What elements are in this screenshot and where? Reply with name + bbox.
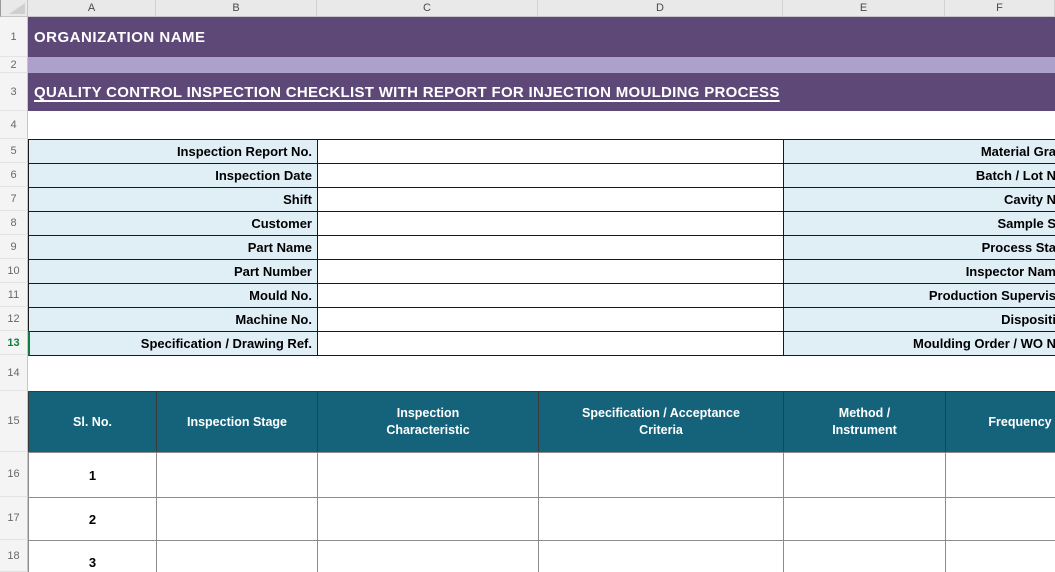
row-header-17[interactable]: 17	[0, 497, 28, 540]
row-header-11[interactable]: 11	[0, 283, 28, 307]
row-header-4[interactable]: 4	[0, 111, 28, 139]
row-header-2[interactable]: 2	[0, 57, 28, 73]
table-cell-empty[interactable]	[538, 497, 784, 541]
table-cell-empty[interactable]	[945, 452, 1055, 498]
table-header-method-instrument[interactable]: Method / Instrument	[783, 391, 946, 453]
row-header-9[interactable]: 9	[0, 235, 28, 259]
column-header-e[interactable]: E	[783, 0, 945, 17]
row-header-18[interactable]: 18	[0, 540, 28, 572]
banner-spacer-row[interactable]	[28, 57, 1055, 73]
form-label-moulding-order-wo-no[interactable]: Moulding Order / WO N	[783, 331, 1055, 356]
table-cell-empty[interactable]	[156, 540, 318, 572]
form-label-machine-no[interactable]: Machine No.	[28, 307, 318, 332]
form-value-machine-no[interactable]	[317, 307, 784, 332]
table-header-inspection-stage[interactable]: Inspection Stage	[156, 391, 318, 453]
report-title-cell[interactable]: QUALITY CONTROL INSPECTION CHECKLIST WIT…	[28, 73, 1055, 111]
table-cell-empty[interactable]	[156, 452, 318, 498]
form-label-part-number[interactable]: Part Number	[28, 259, 318, 284]
table-cell-empty[interactable]	[317, 452, 539, 498]
column-header-a[interactable]: A	[28, 0, 156, 17]
table-cell-sl-no-2[interactable]: 2	[28, 497, 157, 541]
form-label-process-stage[interactable]: Process Sta	[783, 235, 1055, 260]
row-header-5[interactable]: 5	[0, 139, 28, 163]
table-cell-empty[interactable]	[945, 497, 1055, 541]
form-label-customer[interactable]: Customer	[28, 211, 318, 236]
table-cell-empty[interactable]	[783, 452, 946, 498]
table-cell-empty[interactable]	[156, 497, 318, 541]
row-header-15[interactable]: 15	[0, 391, 28, 452]
row-header-14[interactable]: 14	[0, 355, 28, 391]
form-value-part-name[interactable]	[317, 235, 784, 260]
form-value-shift[interactable]	[317, 187, 784, 212]
table-cell-empty[interactable]	[945, 540, 1055, 572]
table-header-sl-no[interactable]: Sl. No.	[28, 391, 157, 453]
form-label-part-name[interactable]: Part Name	[28, 235, 318, 260]
table-header-inspection-characteristic[interactable]: Inspection Characteristic	[317, 391, 539, 453]
row-header-13-active[interactable]: 13	[0, 331, 28, 355]
form-label-inspection-date[interactable]: Inspection Date	[28, 163, 318, 188]
row-header-16[interactable]: 16	[0, 452, 28, 497]
table-header-specification-acceptance-criteria[interactable]: Specification / Acceptance Criteria	[538, 391, 784, 453]
table-cell-empty[interactable]	[317, 497, 539, 541]
row-header-3[interactable]: 3	[0, 73, 28, 111]
column-header-b[interactable]: B	[156, 0, 317, 17]
row-header-1[interactable]: 1	[0, 17, 28, 57]
report-title: QUALITY CONTROL INSPECTION CHECKLIST WIT…	[34, 83, 780, 101]
select-all-triangle-icon	[9, 3, 25, 14]
row-header-7[interactable]: 7	[0, 187, 28, 211]
table-cell-empty[interactable]	[783, 540, 946, 572]
table-cell-empty[interactable]	[783, 497, 946, 541]
table-cell-empty[interactable]	[538, 540, 784, 572]
form-label-mould-no[interactable]: Mould No.	[28, 283, 318, 308]
row-header-8[interactable]: 8	[0, 211, 28, 235]
form-value-part-number[interactable]	[317, 259, 784, 284]
form-label-specification-drawing-ref-selected-cell[interactable]: Specification / Drawing Ref.	[28, 331, 318, 356]
form-label-production-supervisor[interactable]: Production Supervis	[783, 283, 1055, 308]
column-header-d[interactable]: D	[538, 0, 783, 17]
table-header-frequency[interactable]: Frequency	[945, 391, 1055, 453]
form-label-cavity-no[interactable]: Cavity N	[783, 187, 1055, 212]
table-cell-empty[interactable]	[538, 452, 784, 498]
form-value-inspection-report-no[interactable]	[317, 139, 784, 164]
form-label-inspector-name[interactable]: Inspector Nam	[783, 259, 1055, 284]
table-cell-sl-no-1[interactable]: 1	[28, 452, 157, 498]
form-value-mould-no[interactable]	[317, 283, 784, 308]
column-header-c[interactable]: C	[317, 0, 538, 17]
table-cell-empty[interactable]	[317, 540, 539, 572]
organization-name-cell[interactable]: ORGANIZATION NAME	[28, 17, 1055, 57]
form-label-disposition[interactable]: Dispositi	[783, 307, 1055, 332]
table-cell-sl-no-3[interactable]: 3	[28, 540, 157, 572]
row-header-10[interactable]: 10	[0, 259, 28, 283]
select-all-corner[interactable]	[0, 0, 28, 17]
form-label-sample-size[interactable]: Sample S	[783, 211, 1055, 236]
form-label-material-grade[interactable]: Material Gra	[783, 139, 1055, 164]
form-label-batch-lot-no[interactable]: Batch / Lot N	[783, 163, 1055, 188]
row-header-6[interactable]: 6	[0, 163, 28, 187]
column-header-f[interactable]: F	[945, 0, 1055, 17]
form-label-inspection-report-no[interactable]: Inspection Report No.	[28, 139, 318, 164]
form-value-inspection-date[interactable]	[317, 163, 784, 188]
form-label-shift[interactable]: Shift	[28, 187, 318, 212]
row-header-12[interactable]: 12	[0, 307, 28, 331]
form-value-customer[interactable]	[317, 211, 784, 236]
form-value-specification-drawing-ref[interactable]	[317, 331, 784, 356]
